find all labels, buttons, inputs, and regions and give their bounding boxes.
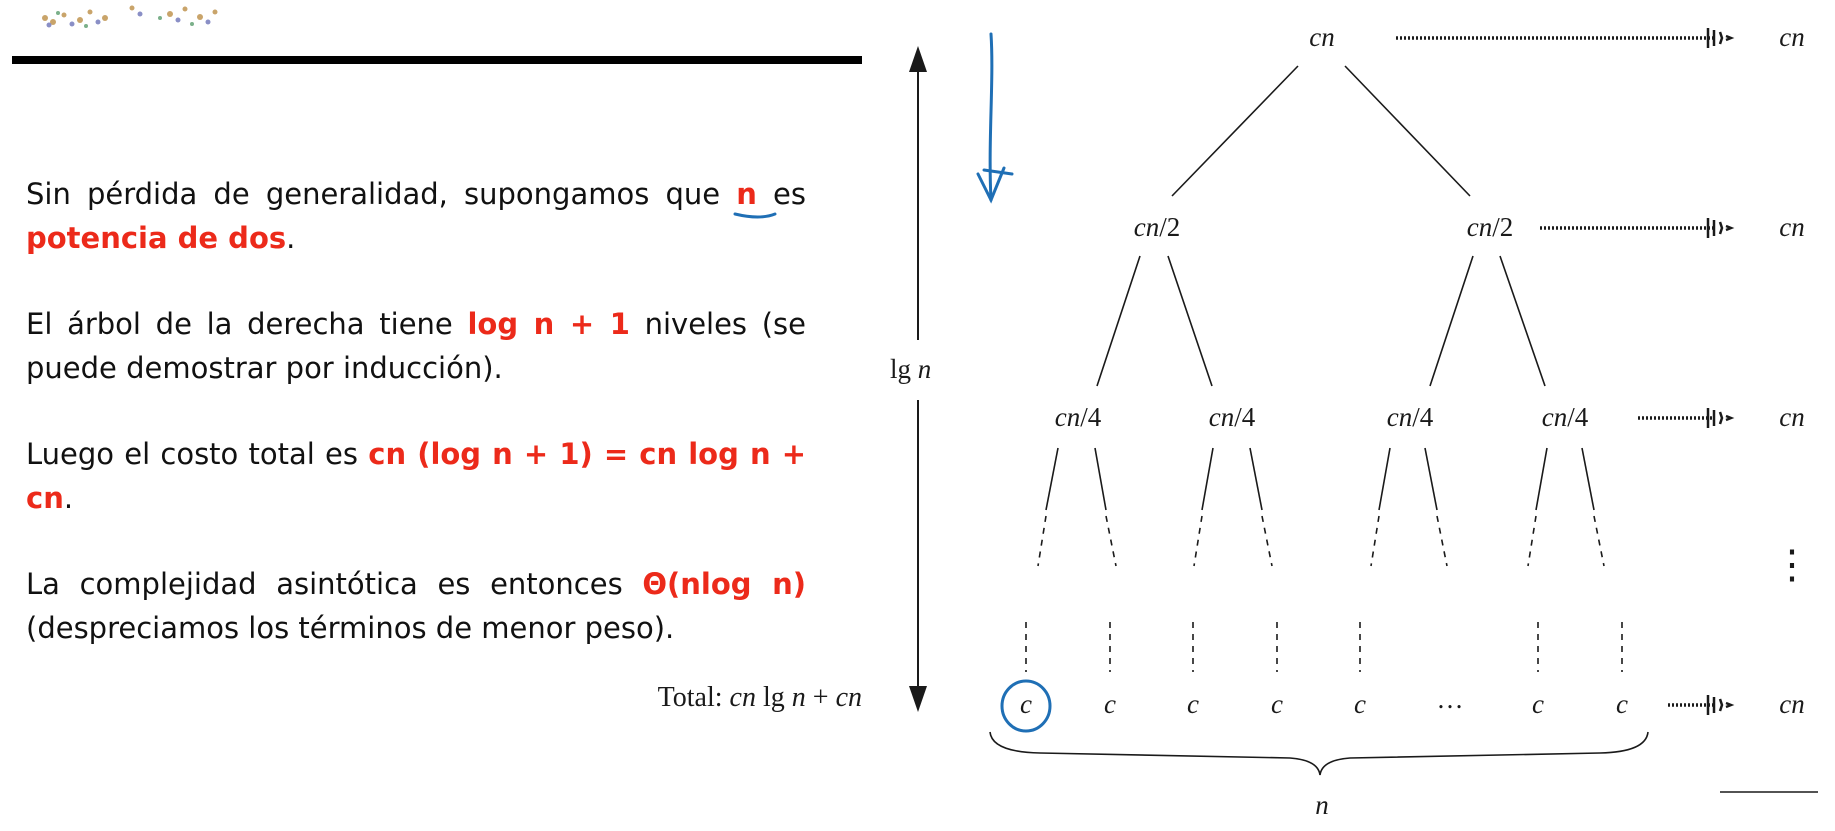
title-rule xyxy=(12,56,862,64)
slide-paragraph: El árbol de la derecha tiene log n + 1 n… xyxy=(26,302,806,390)
ink-annotations xyxy=(733,32,1052,733)
paragraph-text: es xyxy=(756,177,806,211)
tree-node-level2: cn/4 xyxy=(1055,402,1102,432)
tree-leaf: c xyxy=(1020,689,1032,719)
slide-paragraph: Sin pérdida de generalidad, supongamos q… xyxy=(26,172,806,260)
level-cost-1: cn xyxy=(1779,212,1804,242)
arrow-heads xyxy=(1706,28,1735,715)
ink-down-arrow xyxy=(988,32,994,202)
paragraph-text: El árbol de la derecha tiene xyxy=(26,307,468,341)
tree-edges xyxy=(1045,65,1595,511)
tree-node-level1: cn/2 xyxy=(1134,212,1181,242)
paragraph-text: La complejidad asintótica es entonces xyxy=(26,567,643,601)
highlighted-text: n xyxy=(736,177,757,211)
total-label: Total: cn lg n + cn xyxy=(658,682,862,713)
logo-graphic xyxy=(42,5,218,28)
level-cost-0: cn xyxy=(1779,22,1804,52)
ink-underline-n xyxy=(733,212,777,219)
tree-node-level1: cn/2 xyxy=(1467,212,1514,242)
tree-node-root: cn xyxy=(1309,22,1334,52)
leaf-row: c c c c c … c c xyxy=(1020,684,1628,719)
highlighted-text: potencia de dos xyxy=(26,221,287,255)
tree-leaf: c xyxy=(1104,689,1116,719)
slide-paragraph: La complejidad asintótica es entonces Θ(… xyxy=(26,562,806,650)
width-brace xyxy=(989,731,1649,776)
text-panel: Sin pérdida de generalidad, supongamos q… xyxy=(26,172,806,692)
leaf-ellipsis: … xyxy=(1437,684,1464,714)
highlighted-text: log n + 1 xyxy=(467,307,630,341)
tree-node-level2: cn/4 xyxy=(1542,402,1589,432)
tree-leaf: c xyxy=(1187,689,1199,719)
tree-node-level2: cn/4 xyxy=(1209,402,1256,432)
paragraph-text: Sin pérdida de generalidad, supongamos q… xyxy=(26,177,737,211)
highlighted-text: cn (log n + 1) = cn log n + cn xyxy=(26,437,807,515)
tree-leaf: c xyxy=(1616,689,1628,719)
tree-leaf: c xyxy=(1271,689,1283,719)
level-cost-arrows xyxy=(1396,36,1715,707)
paragraph-text: niveles (se puede demostrar por inducció… xyxy=(26,307,806,385)
tree-leaf: c xyxy=(1354,689,1366,719)
paragraph-text: . xyxy=(63,481,74,515)
tree-dashed-edges xyxy=(1025,515,1623,672)
level-cost-leaves: cn xyxy=(1779,689,1804,719)
paragraph-text: Luego el costo total es xyxy=(26,437,369,471)
tree-leaf: c xyxy=(1532,689,1544,719)
tree-node-level2: cn/4 xyxy=(1387,402,1434,432)
highlighted-text: Θ(nlog n) xyxy=(642,567,806,601)
width-label: n xyxy=(1315,790,1329,820)
paragraph-text: . xyxy=(286,221,296,255)
level-cost-2: cn xyxy=(1779,402,1804,432)
vertical-ellipsis: ⋮ xyxy=(1772,542,1812,587)
slide-paragraph: Luego el costo total es cn (log n + 1) =… xyxy=(26,432,806,520)
paragraph-text: (despreciamos los términos de menor peso… xyxy=(26,611,675,645)
height-arrow xyxy=(909,46,927,712)
height-label: lg n xyxy=(890,354,931,384)
ink-circle-leaf xyxy=(1000,679,1052,733)
